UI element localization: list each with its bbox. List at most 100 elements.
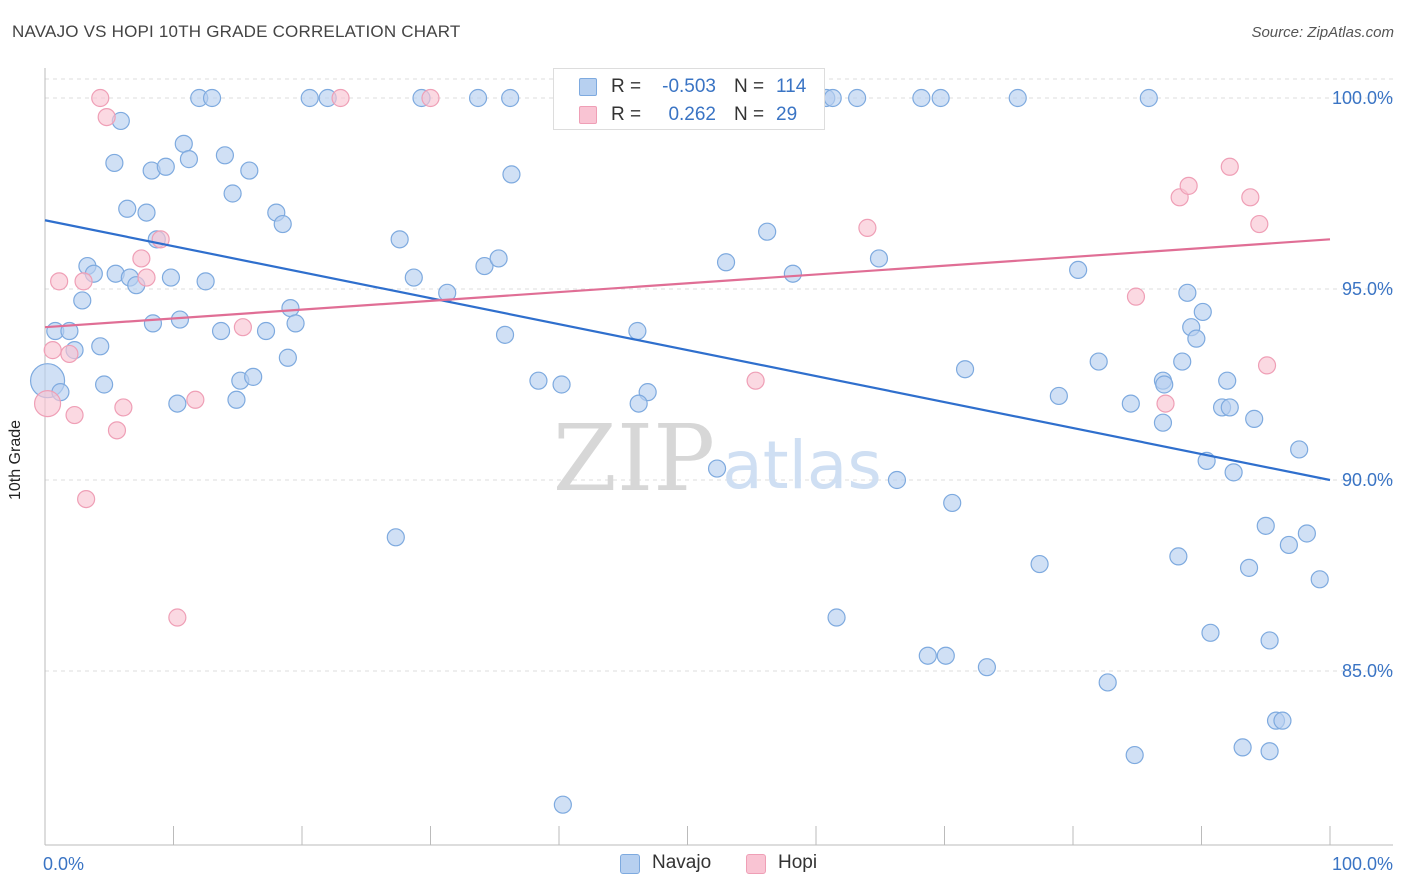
- hopi-legend-label: Hopi: [778, 852, 818, 873]
- hopi-point: [1220, 157, 1239, 176]
- hopi-r-value: 0.262: [668, 104, 716, 125]
- navajo-point: [170, 310, 190, 329]
- chart-title: NAVAJO VS HOPI 10TH GRADE CORRELATION CH…: [12, 22, 461, 41]
- navajo-point: [707, 459, 727, 478]
- hopi-point: [168, 608, 187, 627]
- navajo-point: [848, 88, 867, 108]
- navajo-point: [495, 325, 515, 344]
- navajo-point: [918, 646, 937, 665]
- navajo-point: [256, 321, 276, 341]
- navajo-point: [105, 153, 124, 173]
- y-tick-label: 100.0%: [1332, 88, 1393, 108]
- navajo-point: [211, 321, 231, 341]
- navajo-point: [91, 337, 110, 356]
- navajo-point: [1155, 375, 1174, 394]
- navajo-point: [475, 256, 494, 276]
- hopi-point: [331, 88, 350, 108]
- navajo-point: [1290, 440, 1309, 459]
- navajo-point: [404, 268, 423, 287]
- x-tick-label-max: 100.0%: [1332, 854, 1393, 874]
- navajo-point: [244, 367, 263, 386]
- navajo-point: [179, 150, 199, 169]
- navajo-point: [552, 375, 571, 394]
- hopi-point: [1156, 394, 1175, 413]
- navajo-point: [1098, 673, 1117, 692]
- navajo-point: [468, 88, 488, 108]
- hopi-point: [107, 421, 127, 440]
- legend-row-hopi: R = 0.262 N = 29: [554, 101, 826, 129]
- watermark: ZIP atlas: [553, 405, 882, 512]
- watermark-atlas: atlas: [722, 427, 882, 504]
- hopi-swatch: [579, 106, 597, 124]
- navajo-point: [273, 214, 292, 234]
- hopi-point: [233, 318, 252, 337]
- y-tick-label: 95.0%: [1342, 279, 1393, 299]
- navajo-swatch: [579, 78, 597, 96]
- hopi-point: [97, 107, 116, 127]
- navajo-r-value: -0.503: [662, 76, 716, 97]
- navajo-point: [716, 253, 736, 272]
- trend-lines: [44, 219, 1331, 482]
- navajo-point: [1273, 711, 1292, 730]
- hopi-point: [1241, 188, 1260, 207]
- hopi-n-label: N =: [734, 104, 765, 125]
- tick-labels: 100.0% 95.0% 90.0% 85.0% 0.0% 100.0%: [43, 88, 1393, 874]
- navajo-point: [1224, 463, 1243, 482]
- hopi-point: [74, 272, 93, 291]
- navajo-point: [143, 314, 163, 333]
- navajo-point: [629, 394, 648, 413]
- navajo-point: [977, 658, 997, 677]
- navajo-point: [240, 161, 259, 180]
- navajo-point: [529, 371, 548, 390]
- hopi-point: [60, 344, 79, 364]
- navajo-point: [196, 272, 215, 291]
- navajo-legend-label: Navajo: [652, 852, 712, 873]
- watermark-zip: ZIP: [553, 405, 715, 512]
- navajo-point: [156, 157, 175, 176]
- navajo-point: [1297, 524, 1316, 543]
- navajo-point: [1239, 558, 1259, 577]
- navajo-point: [73, 291, 92, 310]
- navajo-n-value: 114: [776, 76, 807, 97]
- navajo-point: [1121, 394, 1140, 413]
- navajo-point: [1310, 570, 1329, 589]
- navajo-point: [161, 268, 181, 287]
- navajo-point: [1139, 88, 1158, 108]
- hopi-point: [186, 390, 205, 409]
- navajo-point: [1233, 738, 1252, 757]
- navajo-point: [1125, 745, 1144, 765]
- navajo-point: [227, 390, 246, 409]
- navajo-n-label: N =: [734, 76, 765, 97]
- hopi-point: [858, 218, 877, 237]
- hopi-legend-swatch: [746, 854, 766, 874]
- navajo-point: [137, 203, 156, 222]
- navajo-point: [390, 230, 409, 249]
- x-tick-label-min: 0.0%: [43, 854, 84, 874]
- navajo-point: [1201, 623, 1220, 642]
- navajo-point: [95, 375, 114, 394]
- navajo-point: [887, 470, 907, 490]
- correlation-legend: R = -0.503 N = 114 R = 0.262 N = 29: [553, 68, 825, 130]
- hopi-trend-line: [44, 238, 1331, 329]
- navajo-point: [502, 165, 521, 184]
- data-points: [29, 88, 1329, 814]
- navajo-legend-swatch: [620, 854, 640, 874]
- navajo-point: [869, 249, 889, 268]
- navajo-point: [1245, 409, 1264, 428]
- navajo-point: [281, 299, 300, 318]
- hopi-point: [1250, 214, 1269, 234]
- navajo-point: [1030, 554, 1049, 574]
- navajo-point: [1218, 371, 1237, 390]
- navajo-point: [1256, 516, 1275, 535]
- navajo-point: [386, 528, 405, 547]
- hopi-point: [65, 405, 84, 425]
- navajo-point: [1153, 413, 1173, 432]
- hopi-r-label: R =: [611, 104, 642, 125]
- navajo-point: [278, 348, 297, 367]
- hopi-n-value: 29: [776, 104, 798, 125]
- hopi-point: [43, 341, 62, 360]
- source-note: Source: ZipAtlas.com: [1251, 24, 1394, 41]
- series-legend: Navajo Hopi: [0, 852, 1406, 876]
- navajo-point: [1089, 352, 1108, 371]
